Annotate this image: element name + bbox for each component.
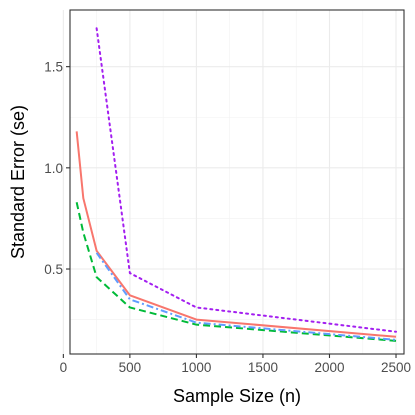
- series-line-dotted: [95, 27, 398, 333]
- x-tick-label: 2500: [381, 360, 411, 375]
- x-tick-label: 2000: [314, 360, 344, 375]
- series-line-dashdot: [95, 252, 397, 341]
- grid-lines: [62, 10, 404, 354]
- x-tick-label: 0: [60, 360, 68, 375]
- y-axis-title: Standard Error (se): [8, 105, 28, 259]
- x-tick-label: 500: [119, 360, 142, 375]
- x-axis-title: Sample Size (n): [173, 386, 301, 406]
- series-line-solid: [75, 131, 397, 338]
- series-line-dashed: [75, 202, 397, 342]
- y-tick-label: 0.5: [44, 262, 63, 277]
- plot-border: [69, 9, 405, 355]
- x-tick-label: 1000: [181, 360, 211, 375]
- series-lines: [75, 27, 398, 342]
- x-tick-label: 1500: [248, 360, 278, 375]
- plot-panel: [70, 10, 404, 354]
- y-tick-label: 1.5: [44, 60, 63, 75]
- axis-ticks: 0 500 1000 1500 2000 2500 0.5 1.0 1.5: [44, 60, 411, 375]
- y-tick-label: 1.0: [44, 161, 63, 176]
